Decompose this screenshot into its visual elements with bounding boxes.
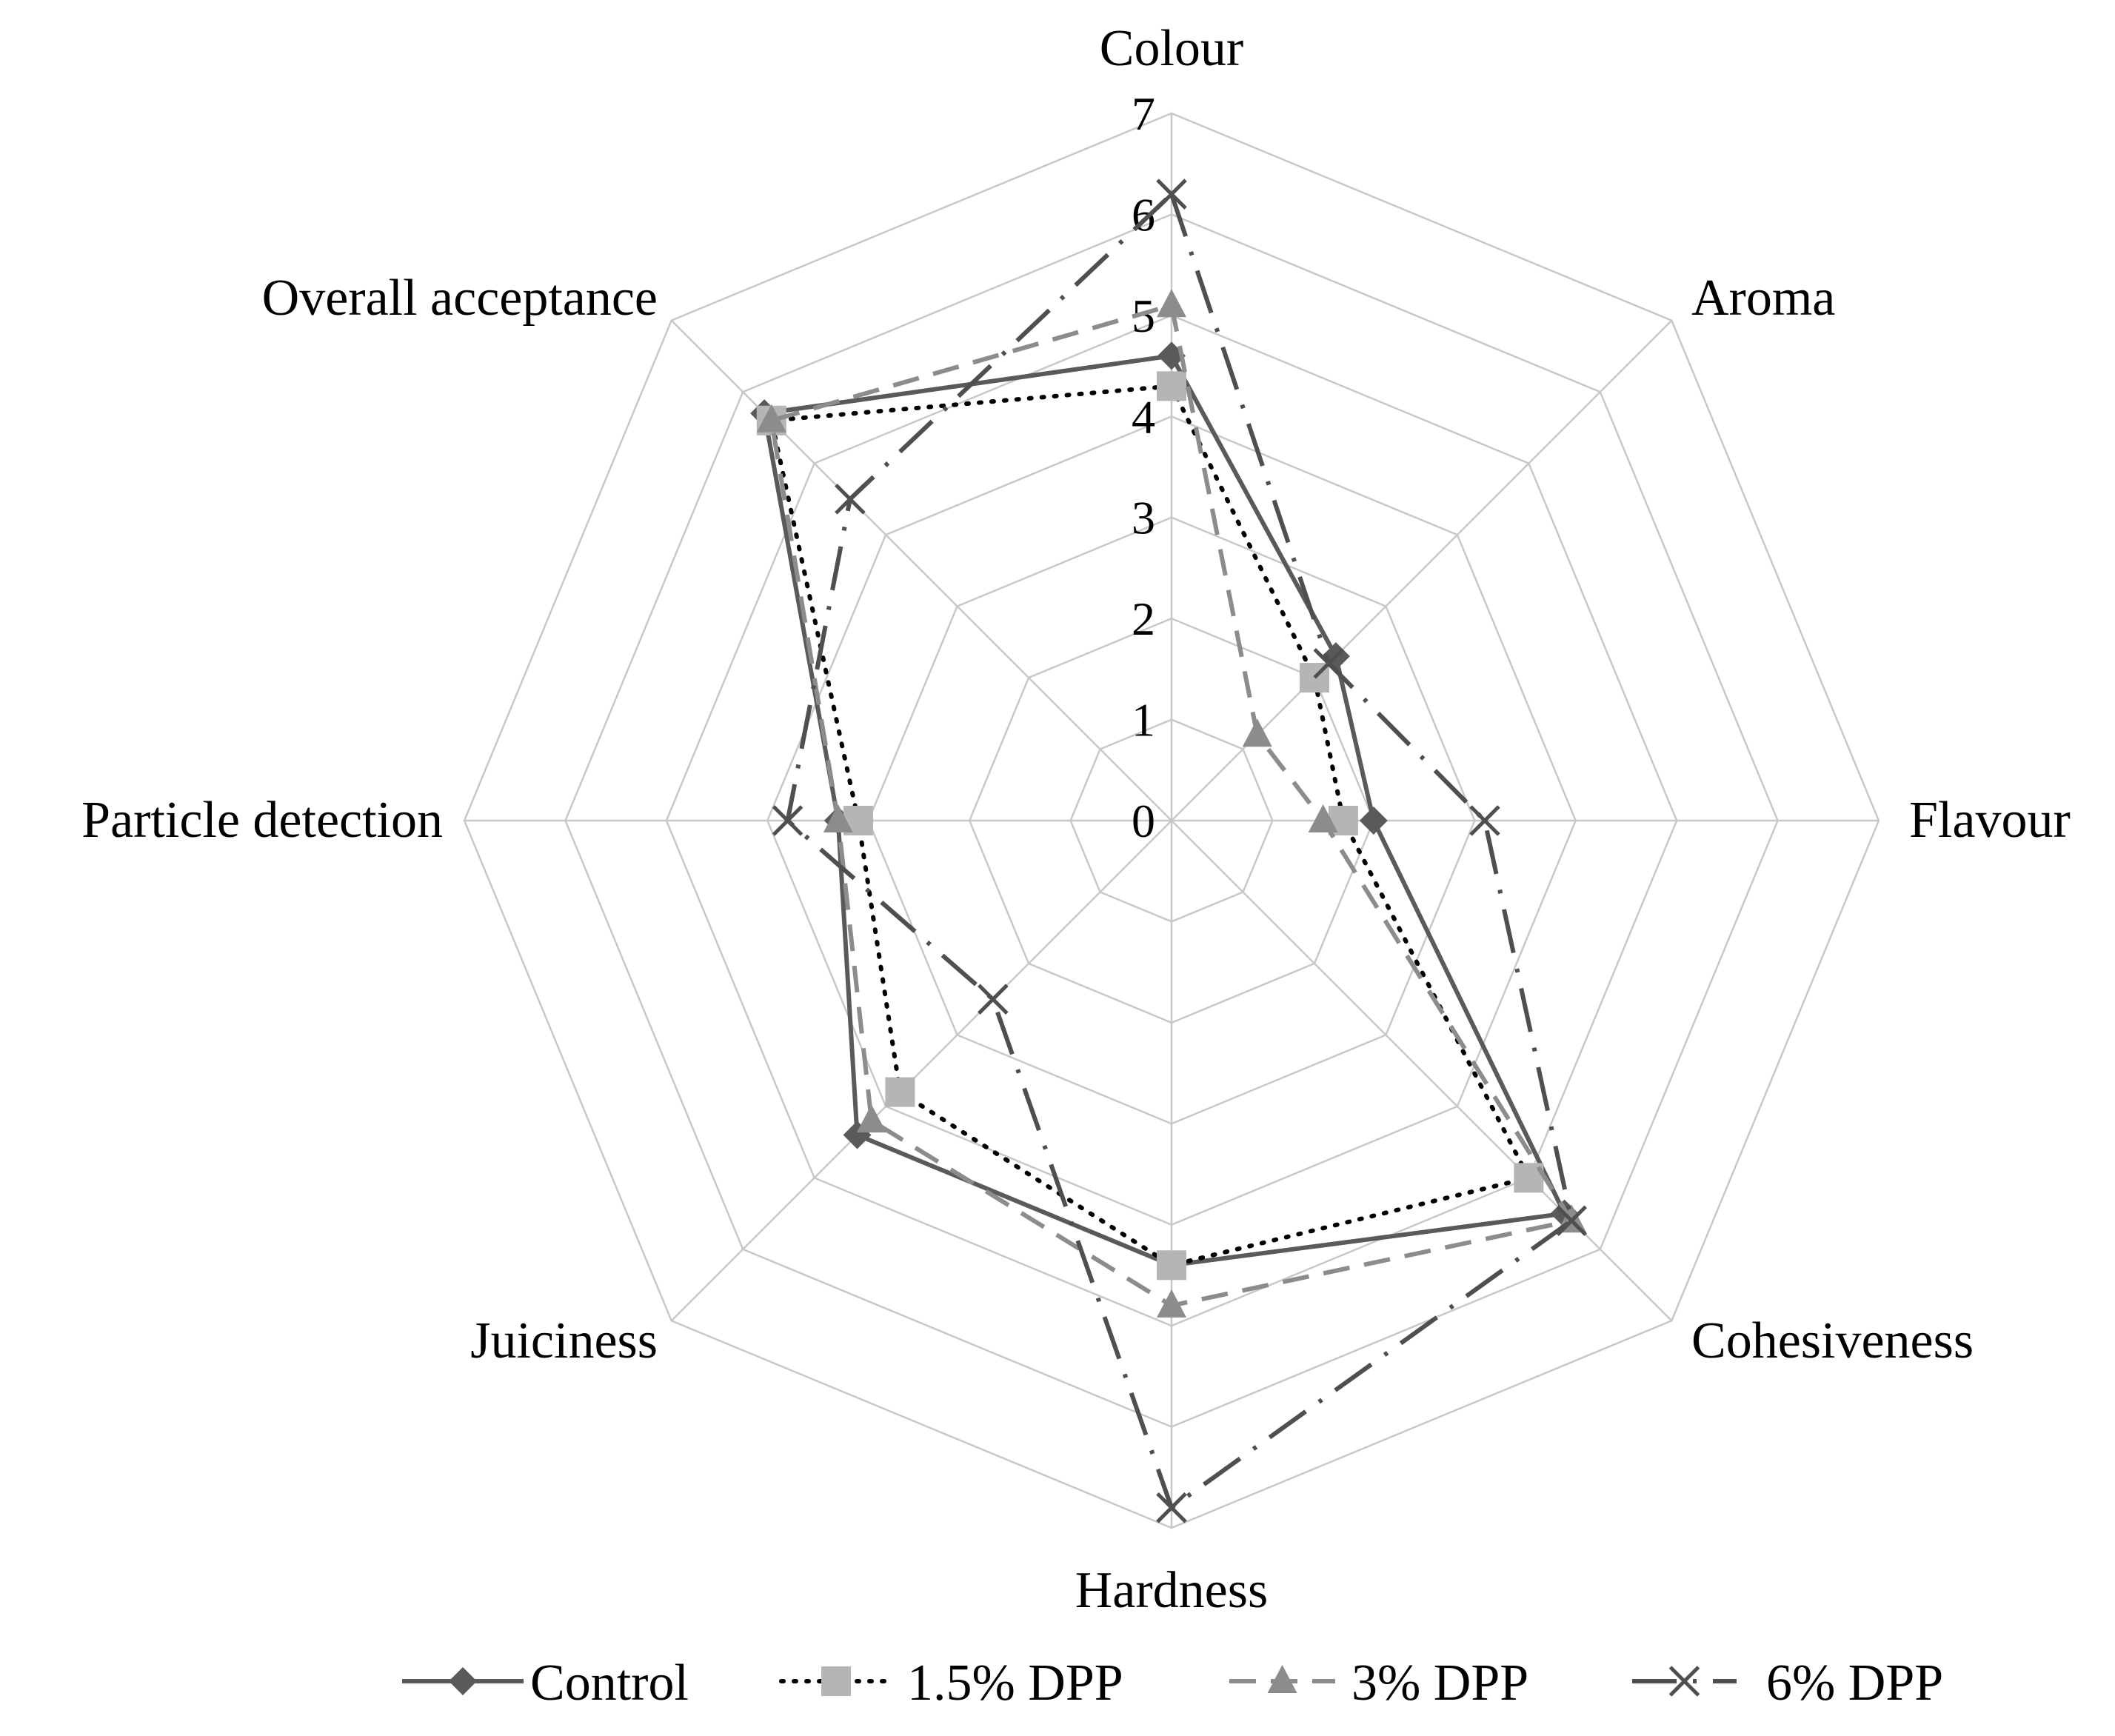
legend-marker-1-5-dpp <box>821 1666 851 1696</box>
tick-label-3: 3 <box>1132 492 1155 544</box>
legend-label-control: Control <box>530 1655 689 1712</box>
legend-marker-6-dpp <box>1668 1666 1700 1697</box>
legend-label-6-dpp: 6% DPP <box>1766 1655 1943 1712</box>
axis-label-juiciness: Juiciness <box>470 1312 658 1369</box>
radar-grid <box>463 112 1880 1529</box>
point-6-dpp-hardness <box>1156 1492 1187 1523</box>
legend-item-control: Control <box>402 1655 689 1712</box>
point-1-5-dpp-colour <box>1157 371 1186 401</box>
grid-spoke-5 <box>670 820 1172 1322</box>
point-6-dpp-juiciness <box>978 984 1009 1015</box>
tick-label-1: 1 <box>1132 694 1155 747</box>
axis-label-hardness: Hardness <box>1075 1562 1268 1619</box>
point-3-dpp-aroma <box>1242 718 1272 747</box>
tick-label-2: 2 <box>1132 592 1155 645</box>
legend-label-3-dpp: 3% DPP <box>1351 1655 1528 1712</box>
axis-label-flavour: Flavour <box>1909 792 2071 849</box>
point-3-dpp-juiciness <box>856 1104 886 1133</box>
grid-spoke-3 <box>1171 820 1673 1322</box>
point-3-dpp-particle-detection <box>823 804 853 832</box>
point-6-dpp-aroma <box>1313 647 1345 679</box>
point-6-dpp-overall-acceptance <box>835 484 866 515</box>
point-3-dpp-colour <box>1157 289 1186 318</box>
series-6-dpp <box>772 178 1587 1523</box>
axis-label-colour: Colour <box>1100 20 1243 77</box>
grid-spoke-7 <box>670 319 1172 821</box>
legend-marker-3-dpp <box>1267 1665 1297 1693</box>
point-3-dpp-flavour <box>1308 804 1338 832</box>
data-series <box>750 178 1587 1523</box>
point-6-dpp-flavour <box>1469 805 1500 836</box>
legend: Control 1.5% DPP 3% DPP 6% DPP <box>402 1655 1943 1712</box>
point-6-dpp-colour <box>1156 178 1187 210</box>
point-3-dpp-hardness <box>1157 1289 1186 1318</box>
point-3-dpp-overall-acceptance <box>756 404 786 433</box>
legend-item-6-dpp: 6% DPP <box>1632 1655 1943 1712</box>
point-1-5-dpp-juiciness <box>885 1077 915 1107</box>
legend-item-1-5-dpp: 1.5% DPP <box>779 1655 1123 1712</box>
tick-label-0: 0 <box>1132 795 1155 847</box>
point-6-dpp-cohesiveness <box>1556 1205 1587 1236</box>
axis-label-aroma: Aroma <box>1691 270 1835 327</box>
point-1-5-dpp-hardness <box>1157 1250 1186 1281</box>
axis-labels: Colour Aroma Flavour Cohesiveness Hardness Ju… <box>81 20 2071 1619</box>
axis-label-cohesiveness: Cohesiveness <box>1691 1312 1974 1369</box>
tick-label-7: 7 <box>1132 87 1155 140</box>
legend-marker-control <box>449 1667 477 1695</box>
legend-label-1-5-dpp: 1.5% DPP <box>907 1655 1123 1712</box>
point-6-dpp-particle-detection <box>772 805 803 836</box>
axis-label-particle-detection: Particle detection <box>81 792 443 849</box>
point-control-flavour <box>1359 807 1388 835</box>
series-control <box>750 341 1579 1280</box>
axis-label-overall-acceptance: Overall acceptance <box>262 270 658 327</box>
tick-label-4: 4 <box>1132 390 1155 443</box>
series-3-dpp <box>756 289 1587 1318</box>
legend-item-3-dpp: 3% DPP <box>1229 1655 1528 1712</box>
